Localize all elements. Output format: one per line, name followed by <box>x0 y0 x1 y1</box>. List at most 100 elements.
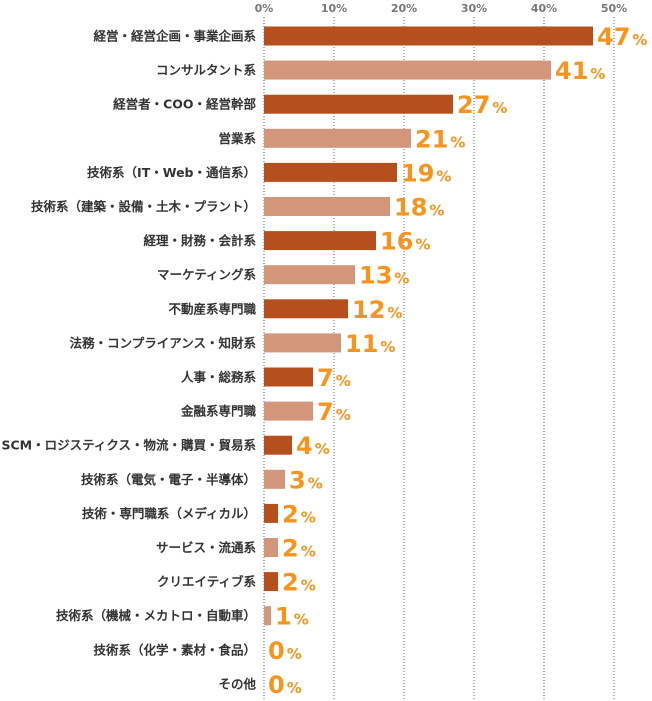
value-suffix: % <box>308 474 323 492</box>
value-suffix: % <box>429 202 444 220</box>
value-suffix: % <box>415 236 430 254</box>
value-number: 1 <box>275 603 292 631</box>
category-label: 営業系 <box>218 131 256 146</box>
value-suffix: % <box>294 611 309 629</box>
value-suffix: % <box>301 508 316 526</box>
category-label: サービス・流通系 <box>156 540 257 555</box>
value-number: 2 <box>282 500 299 528</box>
value-number: 4 <box>296 432 313 460</box>
category-label: SCM・ロジスティクス・物流・購買・貿易系 <box>2 438 257 453</box>
value-number: 0 <box>268 637 285 665</box>
value-label: 2% <box>282 500 316 528</box>
category-label: 技術系（建築・設備・土木・プラント） <box>31 199 256 214</box>
category-label: 経理・財務・会計系 <box>143 233 256 248</box>
x-tick-label: 10% <box>321 2 347 15</box>
value-suffix: % <box>590 65 605 83</box>
category-label: 法務・コンプライアンス・知財系 <box>70 335 257 350</box>
value-suffix: % <box>301 577 316 595</box>
value-label: 19% <box>401 159 451 187</box>
category-label: 技術系（化学・素材・食品） <box>93 642 256 657</box>
value-label: 12% <box>352 296 402 324</box>
value-label: 2% <box>282 535 316 563</box>
value-number: 7 <box>317 398 334 426</box>
x-tick-label: 50% <box>601 2 627 15</box>
value-label: 47% <box>597 23 647 51</box>
value-suffix: % <box>301 543 316 561</box>
value-number: 27 <box>457 91 490 119</box>
value-suffix: % <box>492 99 507 117</box>
value-label: 18% <box>394 194 444 222</box>
value-label: 4% <box>296 432 330 460</box>
value-number: 3 <box>289 466 306 494</box>
value-number: 7 <box>317 364 334 392</box>
category-label: クリエイティブ系 <box>157 574 257 589</box>
value-number: 12 <box>352 296 385 324</box>
value-suffix: % <box>287 645 302 663</box>
value-suffix: % <box>380 338 395 356</box>
value-suffix: % <box>336 372 351 390</box>
value-suffix: % <box>336 406 351 424</box>
value-number: 2 <box>282 535 299 563</box>
value-suffix: % <box>632 31 647 49</box>
category-label: 人事・総務系 <box>181 370 257 385</box>
value-number: 41 <box>555 57 588 85</box>
value-label: 7% <box>317 398 351 426</box>
value-number: 16 <box>380 228 413 256</box>
category-label: 経営者・COO・経営幹部 <box>113 97 256 112</box>
value-label: 11% <box>345 330 395 358</box>
value-suffix: % <box>387 304 402 322</box>
bar <box>264 435 292 455</box>
value-number: 18 <box>394 194 427 222</box>
bar <box>264 401 313 421</box>
bar <box>264 231 376 251</box>
value-suffix: % <box>450 133 465 151</box>
bar <box>264 162 397 182</box>
value-number: 13 <box>359 262 392 290</box>
value-label: 1% <box>275 603 309 631</box>
x-tick-label: 0% <box>255 2 274 15</box>
value-label: 3% <box>289 466 323 494</box>
bar <box>264 367 313 387</box>
bar <box>264 299 348 319</box>
value-number: 21 <box>415 125 448 153</box>
value-label: 0% <box>268 637 302 665</box>
bar <box>264 26 593 46</box>
value-label: 27% <box>457 91 507 119</box>
bar <box>264 503 278 523</box>
value-label: 7% <box>317 364 351 392</box>
value-number: 47 <box>597 23 630 51</box>
bar <box>264 265 355 285</box>
bar <box>264 128 411 148</box>
value-number: 0 <box>268 671 285 699</box>
value-suffix: % <box>315 440 330 458</box>
value-label: 0% <box>268 671 302 699</box>
bar <box>264 538 278 557</box>
category-label: 技術系（電気・電子・半導体） <box>81 472 256 487</box>
value-suffix: % <box>436 167 451 185</box>
value-label: 41% <box>555 57 605 85</box>
category-label: 技術系（IT・Web・通信系） <box>87 165 256 180</box>
value-label: 21% <box>415 125 465 153</box>
x-tick-label: 40% <box>531 2 557 15</box>
category-label: コンサルタント系 <box>156 63 257 78</box>
value-label: 16% <box>380 228 430 256</box>
value-number: 19 <box>401 159 434 187</box>
value-suffix: % <box>287 679 302 697</box>
value-label: 2% <box>282 569 316 597</box>
bar <box>264 606 271 626</box>
value-number: 11 <box>345 330 378 358</box>
category-label: その他 <box>218 676 256 691</box>
category-label: マーケティング系 <box>157 267 257 282</box>
category-label: 経営・経営企画・事業企画系 <box>93 29 256 44</box>
bar <box>264 60 551 80</box>
bar <box>264 572 278 592</box>
bar <box>264 197 390 216</box>
bar <box>264 333 341 353</box>
bar <box>264 469 285 489</box>
value-label: 13% <box>359 262 409 290</box>
category-label: 技術系（機械・メカトロ・自動車） <box>56 608 256 623</box>
category-label: 不動産系専門職 <box>168 301 256 316</box>
x-tick-label: 20% <box>391 2 417 15</box>
category-label: 技術・専門職系（メディカル） <box>82 506 256 521</box>
